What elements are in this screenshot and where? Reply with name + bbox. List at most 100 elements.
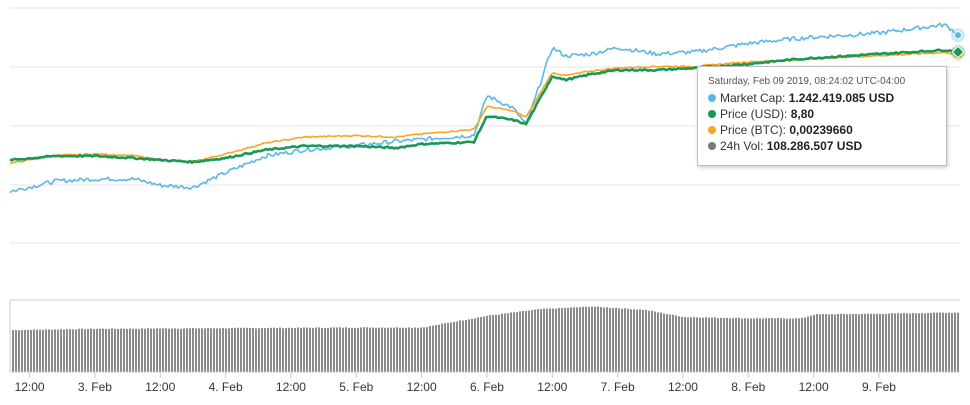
volume-bar xyxy=(858,314,860,372)
volume-bar xyxy=(447,322,449,372)
volume-bar xyxy=(708,317,710,372)
volume-bar xyxy=(717,318,719,372)
volume-bar xyxy=(753,318,755,372)
volume-bar xyxy=(96,328,98,372)
volume-bar xyxy=(567,307,569,372)
volume-bar xyxy=(24,329,26,372)
volume-bar xyxy=(183,328,185,372)
volume-bar xyxy=(468,319,470,372)
volume-bar xyxy=(891,313,893,372)
volume-bar xyxy=(660,312,662,372)
volume-bar xyxy=(744,318,746,372)
tooltip-value: 8,80 xyxy=(790,107,815,121)
volume-bar xyxy=(738,317,740,372)
volume-bar xyxy=(138,328,140,372)
volume-bar xyxy=(354,327,356,372)
volume-bar xyxy=(321,327,323,372)
volume-bar xyxy=(429,325,431,372)
volume-bar xyxy=(381,327,383,372)
volume-bar xyxy=(441,323,443,372)
volume-bar xyxy=(486,315,488,372)
volume-bar xyxy=(810,315,812,372)
volume-bar xyxy=(495,314,497,372)
volume-bar xyxy=(18,330,20,372)
volume-bar xyxy=(309,327,311,372)
volume-bar xyxy=(180,328,182,372)
volume-bar xyxy=(84,329,86,372)
series-end-markers[interactable] xyxy=(951,28,965,62)
volume-bar xyxy=(279,327,281,372)
volume-bar xyxy=(81,328,83,372)
volume-bar xyxy=(702,317,704,372)
volume-bar xyxy=(36,329,38,372)
volume-bar xyxy=(678,316,680,372)
volume-bar xyxy=(171,328,173,372)
volume-bar xyxy=(771,317,773,372)
volume-bar xyxy=(141,328,143,372)
volume-bar xyxy=(558,307,560,372)
volume-bar xyxy=(948,312,950,372)
volume-bar xyxy=(537,309,539,372)
volume-bar xyxy=(711,317,713,372)
volume-bar xyxy=(681,316,683,372)
volume-bar xyxy=(666,314,668,372)
volume-bar xyxy=(399,327,401,372)
volume-bar xyxy=(453,321,455,372)
volume-bar xyxy=(27,329,29,372)
volume-bar xyxy=(87,328,89,372)
volume-bar xyxy=(852,313,854,372)
volume-bar xyxy=(228,328,230,372)
volume-bar xyxy=(423,327,425,372)
volume-bar xyxy=(465,320,467,372)
volume-bar xyxy=(780,318,782,372)
volume-bar xyxy=(936,312,938,372)
volume-bar xyxy=(867,313,869,372)
tooltip-row-market-cap: Market Cap: 1.242.419.085 USD xyxy=(708,90,936,106)
volume-bar xyxy=(597,306,599,372)
x-tick-label: 12:00 xyxy=(668,380,698,394)
volume-bar xyxy=(807,316,809,372)
volume-bar xyxy=(543,308,545,372)
volume-bar xyxy=(798,318,800,372)
price-lines[interactable] xyxy=(9,22,959,194)
volume-bar xyxy=(408,327,410,372)
volume-bar xyxy=(39,329,41,372)
volume-bar xyxy=(255,328,257,372)
volume-bar xyxy=(369,327,371,372)
volume-bar xyxy=(519,311,521,372)
x-tick-label: 4. Feb xyxy=(209,380,243,394)
volume-bar xyxy=(42,329,44,372)
volume-bar xyxy=(201,328,203,372)
volume-bar xyxy=(195,328,197,372)
volume-dot-icon xyxy=(708,142,716,150)
volume-bar xyxy=(642,309,644,372)
tooltip-label: Price (USD): xyxy=(720,107,788,121)
volume-bar xyxy=(168,328,170,372)
x-tick-label: 12:00 xyxy=(15,380,45,394)
volume-bar xyxy=(45,329,47,372)
volume-bar xyxy=(234,327,236,372)
volume-bar xyxy=(552,308,554,372)
volume-bar xyxy=(921,313,923,372)
volume-bar xyxy=(375,327,377,372)
volume-bar xyxy=(762,318,764,372)
volume-bar xyxy=(57,329,59,372)
volume-bar xyxy=(21,330,23,372)
x-tick-label: 12:00 xyxy=(537,380,567,394)
volume-bar xyxy=(120,328,122,372)
volume-bar xyxy=(627,308,629,372)
volume-bar xyxy=(831,314,833,372)
volume-bar xyxy=(210,328,212,372)
volume-bar xyxy=(192,327,194,372)
volume-bar xyxy=(417,327,419,372)
volume-bar xyxy=(759,318,761,372)
volume-bar xyxy=(111,328,113,372)
volume-bar xyxy=(264,328,266,372)
volume-bar xyxy=(588,307,590,372)
volume-bar xyxy=(582,306,584,372)
volume-bar xyxy=(258,328,260,372)
x-tick-label: 12:00 xyxy=(276,380,306,394)
volume-bar xyxy=(651,310,653,372)
volume-bar xyxy=(396,327,398,372)
